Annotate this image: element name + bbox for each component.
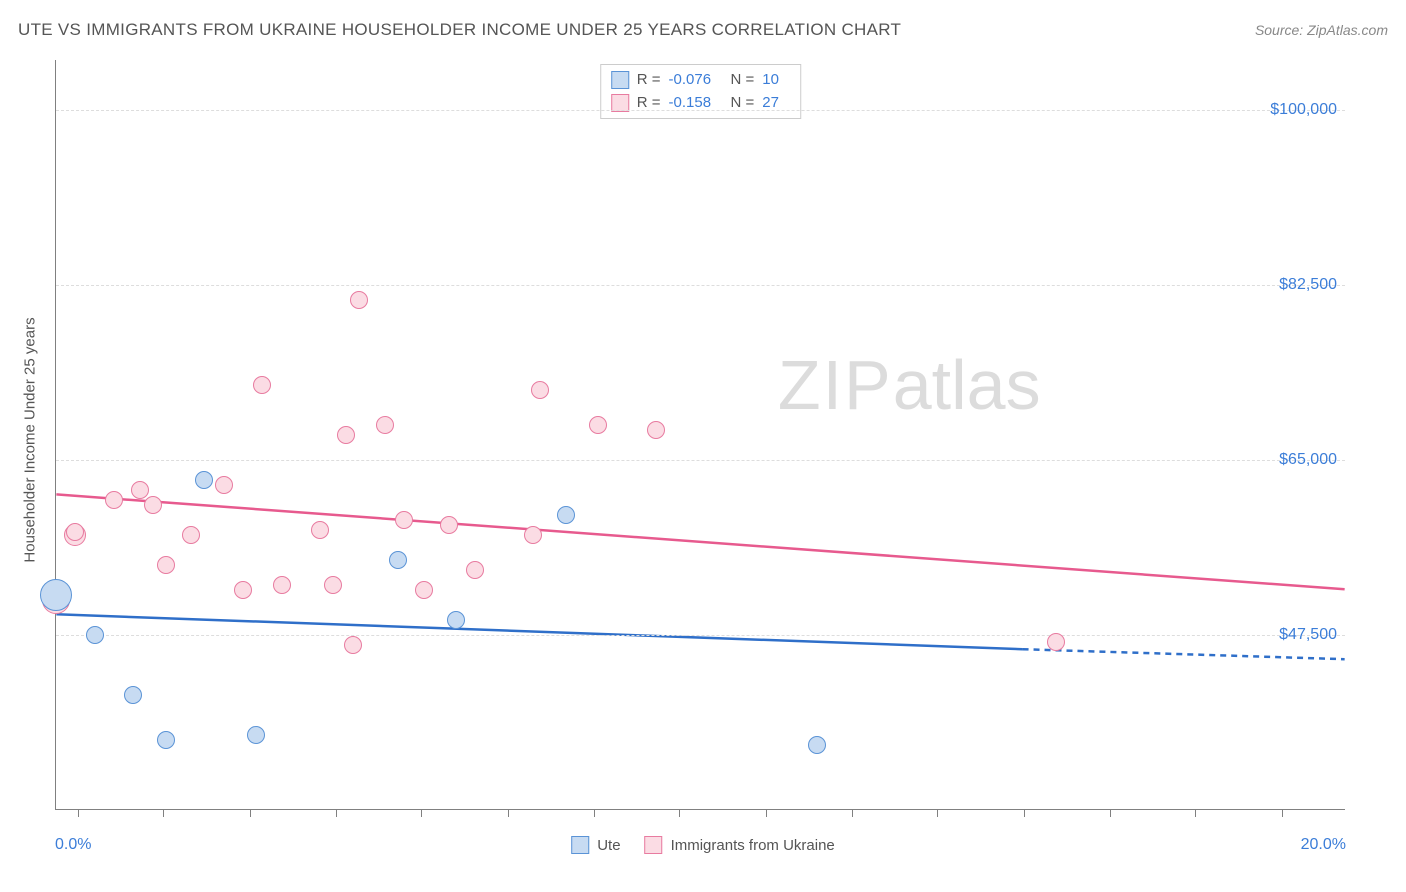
x-tick <box>594 809 595 817</box>
gridline <box>56 110 1345 111</box>
pink-point <box>131 481 149 499</box>
x-tick <box>250 809 251 817</box>
pink-point <box>376 416 394 434</box>
blue-point <box>247 726 265 744</box>
x-tick <box>1282 809 1283 817</box>
y-tick-label: $65,000 <box>1279 451 1337 469</box>
blue-swatch-icon <box>611 71 629 89</box>
legend-item: Ute <box>571 836 620 854</box>
x-tick <box>679 809 680 817</box>
legend-label: Immigrants from Ukraine <box>671 837 835 854</box>
pink-point <box>215 476 233 494</box>
y-tick-label: $47,500 <box>1279 626 1337 644</box>
y-tick-label: $82,500 <box>1279 276 1337 294</box>
legend-item: Immigrants from Ukraine <box>645 836 835 854</box>
blue-point <box>195 471 213 489</box>
y-tick-label: $100,000 <box>1270 101 1337 119</box>
pink-swatch-icon <box>645 836 663 854</box>
x-axis-max-label: 20.0% <box>1301 836 1346 854</box>
blue-point <box>86 626 104 644</box>
plot-area: ZIPatlas R =-0.076N =10R =-0.158N =27 $4… <box>55 60 1345 810</box>
pink-point <box>144 496 162 514</box>
blue-point <box>389 551 407 569</box>
pink-point <box>234 581 252 599</box>
pink-point <box>1047 633 1065 651</box>
y-axis-label: Householder Income Under 25 years <box>22 317 39 562</box>
x-tick <box>1024 809 1025 817</box>
legend-stats-row: R = -0.076 N = 10 <box>611 69 791 92</box>
n-value: 10 <box>762 69 790 92</box>
pink-point <box>466 561 484 579</box>
source-label: Source: ZipAtlas.com <box>1255 22 1388 38</box>
pink-point <box>182 526 200 544</box>
r-value: -0.076 <box>669 69 723 92</box>
x-tick <box>1195 809 1196 817</box>
blue-point <box>447 611 465 629</box>
blue-swatch-icon <box>571 836 589 854</box>
x-tick <box>1110 809 1111 817</box>
pink-point <box>324 576 342 594</box>
pink-point <box>253 376 271 394</box>
x-tick <box>421 809 422 817</box>
x-tick <box>163 809 164 817</box>
pink-point <box>440 516 458 534</box>
pink-point <box>157 556 175 574</box>
pink-point <box>273 576 291 594</box>
pink-point <box>647 421 665 439</box>
n-label: N = <box>731 69 755 92</box>
legend-label: Ute <box>597 837 620 854</box>
pink-point <box>531 381 549 399</box>
x-tick <box>78 809 79 817</box>
pink-point <box>105 491 123 509</box>
x-tick <box>937 809 938 817</box>
pink-point <box>311 521 329 539</box>
r-label: R = <box>637 69 661 92</box>
blue-point <box>557 506 575 524</box>
blue-point <box>124 686 142 704</box>
blue-point <box>157 731 175 749</box>
gridline <box>56 460 1345 461</box>
pink-point <box>415 581 433 599</box>
pink-point <box>337 426 355 444</box>
pink-point <box>350 291 368 309</box>
pink-point <box>344 636 362 654</box>
pink-point <box>589 416 607 434</box>
pink-point <box>66 523 84 541</box>
chart-title: UTE VS IMMIGRANTS FROM UKRAINE HOUSEHOLD… <box>18 20 901 40</box>
x-axis-min-label: 0.0% <box>55 836 91 854</box>
x-tick <box>852 809 853 817</box>
watermark: ZIPatlas <box>778 345 1041 425</box>
trend-lines <box>56 60 1345 809</box>
x-tick <box>766 809 767 817</box>
bottom-legend: Ute Immigrants from Ukraine <box>571 836 835 854</box>
x-tick <box>508 809 509 817</box>
gridline <box>56 285 1345 286</box>
pink-point <box>395 511 413 529</box>
blue-point <box>808 736 826 754</box>
x-tick <box>336 809 337 817</box>
gridline <box>56 635 1345 636</box>
blue-point <box>40 579 72 611</box>
pink-point <box>524 526 542 544</box>
